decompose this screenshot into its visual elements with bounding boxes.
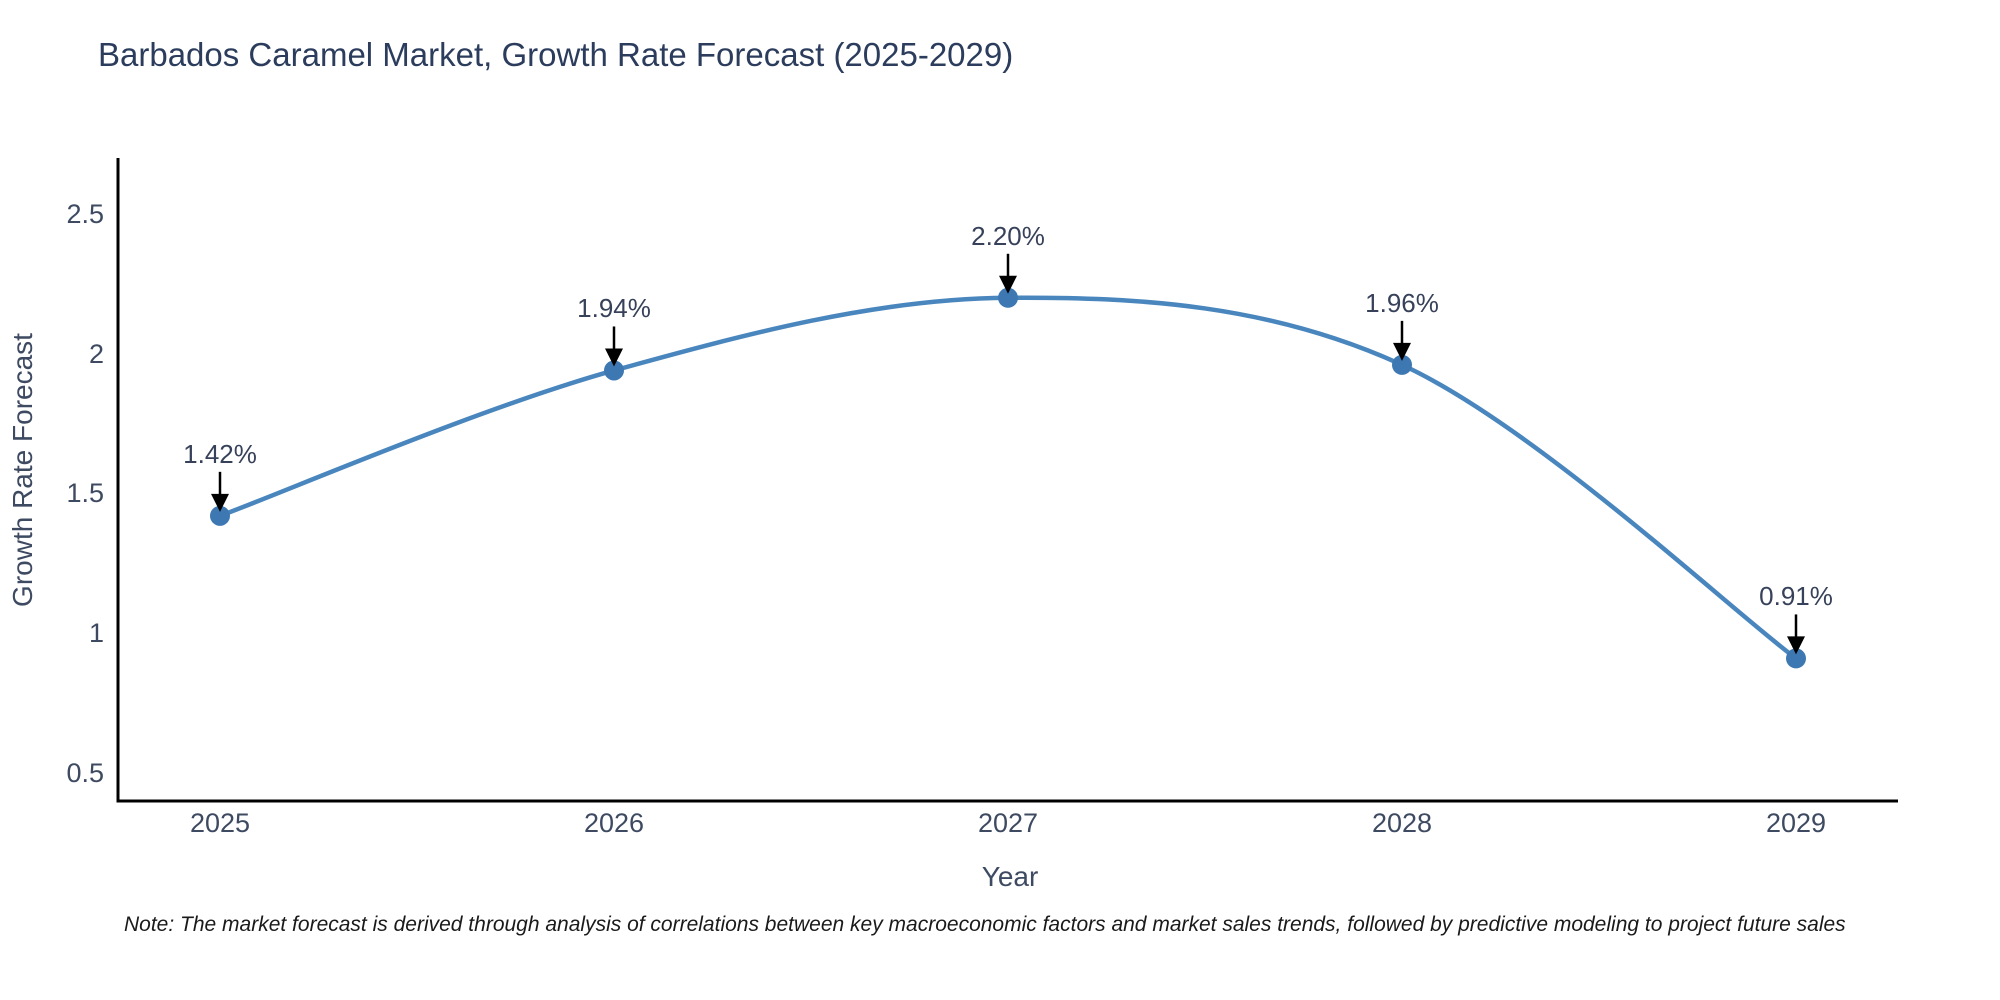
y-tick-2.5: 2.5 (66, 198, 104, 229)
data-point-2027 (998, 287, 1018, 308)
point-label-2026: 1.94% (577, 293, 651, 324)
point-label-2025: 1.42% (183, 438, 257, 469)
x-tick-2028: 2028 (1371, 808, 1433, 838)
point-label-2029: 0.91% (1759, 581, 1833, 612)
annotation-arrowhead-icon (211, 493, 229, 512)
data-point-2025 (210, 505, 230, 526)
y-tick-1.5: 1.5 (66, 478, 104, 509)
data-point-2028 (1392, 354, 1412, 375)
annotation-arrowhead-icon (1787, 636, 1805, 655)
chart-title: Barbados Caramel Market, Growth Rate For… (98, 36, 1014, 73)
point-label-2028: 1.96% (1365, 287, 1439, 318)
x-tick-2027: 2027 (977, 808, 1039, 838)
data-point-2029 (1786, 648, 1806, 669)
y-tick-1: 1 (88, 618, 104, 649)
annotation-arrowhead-icon (1393, 342, 1411, 361)
y-tick-2: 2 (88, 338, 104, 369)
x-tick-2025: 2025 (189, 808, 251, 838)
x-axis-title: Year (981, 861, 1039, 892)
forecast-line (219, 295, 1798, 661)
y-tick-0.5: 0.5 (66, 758, 104, 789)
annotation-arrowhead-icon (999, 275, 1017, 294)
annotation-arrowhead-icon (605, 348, 623, 367)
footnote: Note: The market forecast is derived thr… (124, 913, 1846, 936)
point-label-2027: 2.20% (971, 220, 1045, 251)
x-tick-2029: 2029 (1765, 808, 1827, 838)
x-tick-2026: 2026 (583, 808, 645, 838)
data-point-2026 (604, 360, 624, 381)
